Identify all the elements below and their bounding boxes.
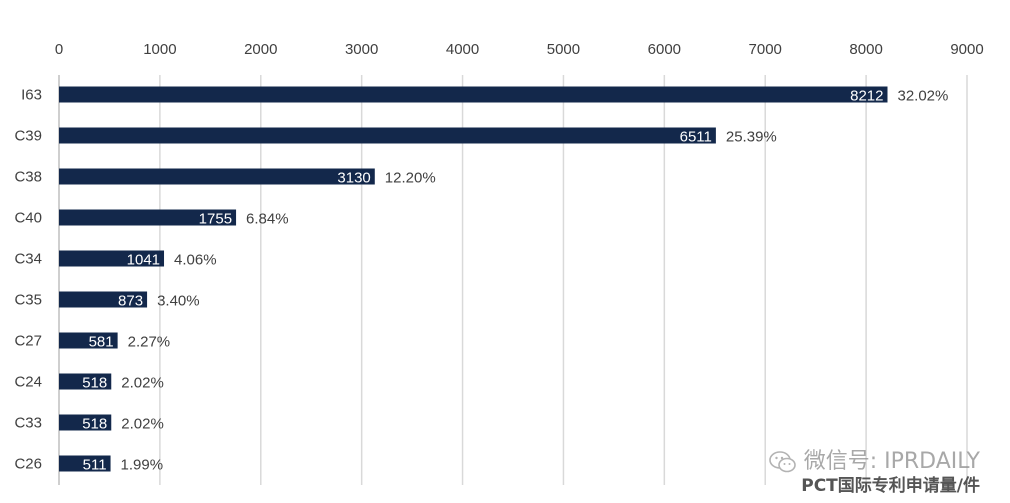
value-label-C38: 3130 — [337, 170, 370, 187]
category-label-C38: C38 — [14, 169, 42, 186]
watermark-caption: PCT国际专利申请量/件 — [801, 476, 980, 496]
category-label-C26: C26 — [14, 456, 42, 473]
x-axis-ticks: 0 1000 2000 3000 4000 5000 6000 7000 8000 9000 — [55, 41, 984, 58]
x-tick-label-5000: 5000 — [547, 41, 580, 58]
percent-label-C38: 12.20% — [385, 170, 436, 187]
bars — [59, 86, 888, 472]
value-label-C34: 1041 — [127, 252, 160, 269]
watermark-account-text: 微信号: IPRDAILY — [803, 449, 980, 474]
percent-label-C35: 3.40% — [157, 293, 200, 310]
data-labels: I63 8212 32.02% C39 6511 25.39% C38 3130 12.20% C… — [14, 87, 948, 474]
x-tick-label-7000: 7000 — [749, 41, 782, 58]
category-label-C33: C33 — [14, 415, 42, 432]
bar-C33 — [59, 414, 112, 431]
percent-label-I63: 32.02% — [897, 88, 948, 105]
percent-label-C27: 2.27% — [128, 334, 171, 351]
x-tick-label-2000: 2000 — [244, 41, 277, 58]
bar-C24 — [59, 373, 112, 390]
watermark: 微信号: IPRDAILY PCT国际专利申请量/件 — [768, 449, 980, 497]
percent-label-C24: 2.02% — [121, 375, 164, 392]
value-label-I63: 8212 — [850, 88, 883, 105]
percent-label-C40: 6.84% — [246, 211, 289, 228]
category-label-C27: C27 — [14, 333, 42, 350]
percent-label-C26: 1.99% — [121, 457, 164, 474]
value-label-C40: 1755 — [199, 211, 232, 228]
x-tick-label-0: 0 — [55, 41, 63, 58]
bar-C34 — [59, 250, 165, 267]
x-tick-label-6000: 6000 — [648, 41, 681, 58]
value-label-C39: 6511 — [680, 129, 712, 146]
value-label-C27: 581 — [89, 334, 114, 351]
value-label-C24: 518 — [82, 375, 107, 392]
category-label-C40: C40 — [14, 210, 42, 227]
category-label-C34: C34 — [14, 251, 42, 268]
wechat-icon — [768, 451, 796, 473]
percent-label-C34: 4.06% — [174, 252, 217, 269]
value-label-C35: 873 — [118, 293, 143, 310]
category-label-C35: C35 — [14, 292, 42, 309]
value-label-C33: 518 — [82, 416, 107, 433]
bar-C38 — [59, 168, 375, 185]
percent-label-C39: 25.39% — [726, 129, 777, 146]
category-label-I63: I63 — [21, 87, 42, 104]
percent-label-C33: 2.02% — [121, 416, 164, 433]
x-tick-label-8000: 8000 — [849, 41, 882, 58]
bar-C40 — [59, 209, 237, 226]
value-label-C26: 511 — [83, 457, 107, 474]
x-tick-label-9000: 9000 — [950, 41, 983, 58]
category-label-C24: C24 — [14, 374, 42, 391]
x-tick-label-1000: 1000 — [143, 41, 176, 58]
watermark-wechat-line: 微信号: IPRDAILY — [768, 449, 980, 475]
bar-I63 — [59, 86, 888, 103]
bar-C27 — [59, 332, 118, 349]
x-tick-label-4000: 4000 — [446, 41, 479, 58]
bar-C35 — [59, 291, 148, 308]
category-label-C39: C39 — [14, 128, 42, 145]
bar-C39 — [59, 127, 716, 144]
bar-C26 — [59, 455, 111, 472]
x-tick-label-3000: 3000 — [345, 41, 378, 58]
